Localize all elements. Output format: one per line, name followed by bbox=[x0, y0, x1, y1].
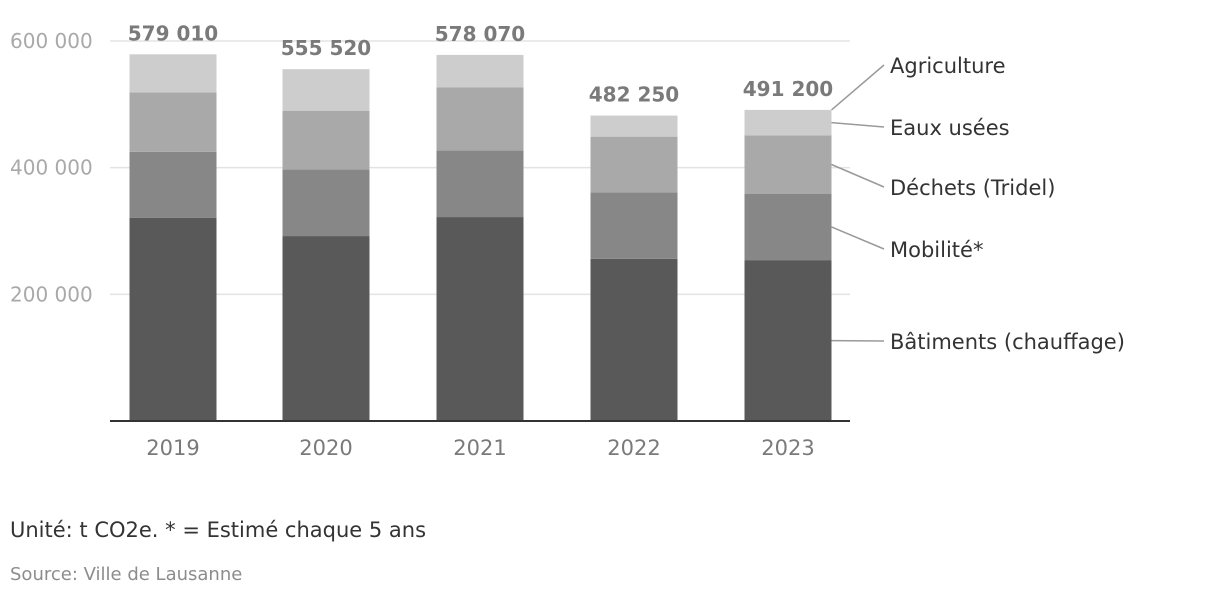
total-value-label: 578 070 bbox=[435, 22, 525, 46]
legend-leader-line bbox=[831, 163, 885, 188]
bar-segment bbox=[129, 54, 217, 93]
legend-entry: Déchets (Tridel) bbox=[890, 176, 1055, 200]
y-tick-label: 600 000 bbox=[10, 29, 93, 53]
bar-segment bbox=[436, 54, 524, 88]
bar-segment bbox=[282, 236, 370, 421]
y-tick-label: 200 000 bbox=[10, 282, 93, 306]
bar-segment bbox=[282, 110, 370, 170]
axes: 200 000 400 000 600 000 2019 2020 2021 2022 202… bbox=[10, 29, 850, 460]
bar-segment bbox=[129, 151, 217, 218]
x-tick-label: 2023 bbox=[761, 436, 814, 460]
data-labels: 579 010 555 520 578 070 482 250 491 200 bbox=[128, 21, 833, 106]
footnote: Unité: t CO2e. * = Estimé chaque 5 ans bbox=[10, 518, 427, 542]
source-note: Source: Ville de Lausanne bbox=[10, 564, 243, 585]
total-value-label: 555 520 bbox=[281, 36, 371, 60]
legend-leader-line bbox=[831, 226, 885, 250]
bar-segment bbox=[744, 135, 832, 194]
legend-entry: Agriculture bbox=[890, 54, 1006, 78]
stacked-bar-chart: 200 000 400 000 600 000 2019 2020 2021 2022 202… bbox=[10, 21, 1125, 460]
bar-segment bbox=[590, 192, 678, 259]
bar-segment bbox=[436, 150, 524, 218]
bar-segment bbox=[744, 260, 832, 421]
bar-segment bbox=[590, 115, 678, 137]
legend-entry: Eaux usées bbox=[890, 116, 1010, 140]
bar-segment bbox=[129, 92, 217, 152]
bar-segment bbox=[744, 193, 832, 261]
legend-leader-line bbox=[831, 121, 885, 128]
legend-leader-line bbox=[831, 64, 885, 111]
bar-segment bbox=[436, 217, 524, 421]
y-tick-label: 400 000 bbox=[10, 156, 93, 180]
legend: Bâtiments (chauffage) Mobilité* Déchets (T… bbox=[831, 54, 1125, 354]
x-tick-label: 2022 bbox=[607, 436, 660, 460]
total-value-label: 482 250 bbox=[589, 83, 679, 107]
bars bbox=[129, 54, 832, 421]
bar-segment bbox=[590, 136, 678, 193]
total-value-label: 579 010 bbox=[128, 21, 218, 45]
bar-segment bbox=[282, 69, 370, 111]
x-tick-label: 2021 bbox=[453, 436, 506, 460]
total-value-label: 491 200 bbox=[743, 77, 833, 101]
bar-segment bbox=[129, 217, 217, 421]
bar-segment bbox=[590, 258, 678, 421]
x-tick-label: 2020 bbox=[299, 436, 352, 460]
bar-segment bbox=[282, 169, 370, 237]
legend-entry: Mobilité* bbox=[890, 238, 983, 262]
bar-segment bbox=[436, 87, 524, 151]
x-tick-label: 2019 bbox=[146, 436, 199, 460]
legend-entry: Bâtiments (chauffage) bbox=[890, 330, 1125, 354]
bar-segment bbox=[744, 109, 832, 136]
